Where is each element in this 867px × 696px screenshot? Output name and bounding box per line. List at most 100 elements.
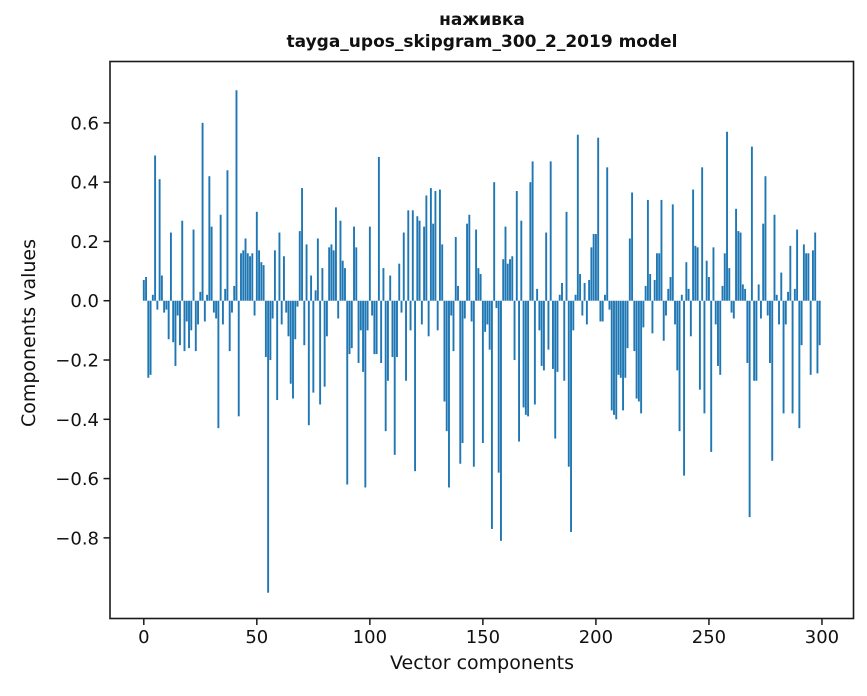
bar bbox=[228, 300, 231, 352]
bar bbox=[479, 274, 482, 301]
bar bbox=[466, 223, 469, 301]
bar bbox=[156, 300, 159, 310]
bar bbox=[197, 300, 199, 325]
bar bbox=[355, 247, 358, 301]
bar bbox=[775, 294, 778, 301]
bar bbox=[604, 294, 606, 301]
bar bbox=[174, 300, 177, 366]
bar bbox=[457, 285, 459, 301]
y-tick-label: −0.8 bbox=[55, 528, 99, 549]
bar bbox=[303, 300, 306, 346]
bar bbox=[224, 288, 227, 301]
bar bbox=[513, 300, 516, 361]
bar bbox=[332, 250, 335, 301]
bar bbox=[233, 285, 236, 301]
bar bbox=[651, 300, 654, 334]
bar bbox=[628, 238, 631, 301]
bar bbox=[778, 300, 780, 325]
bar bbox=[325, 300, 328, 337]
bar bbox=[509, 259, 511, 301]
bar bbox=[665, 300, 667, 316]
bar bbox=[802, 244, 805, 301]
bar bbox=[531, 161, 534, 301]
bar bbox=[719, 300, 722, 375]
bar bbox=[520, 220, 523, 301]
bar bbox=[753, 300, 756, 381]
bar bbox=[314, 290, 317, 301]
bar bbox=[782, 300, 785, 414]
bar bbox=[533, 300, 536, 405]
bar bbox=[617, 300, 620, 375]
bar bbox=[748, 300, 751, 518]
bar bbox=[357, 300, 360, 363]
bar bbox=[192, 229, 195, 301]
bar bbox=[741, 284, 744, 301]
bar bbox=[567, 300, 570, 467]
bar bbox=[416, 216, 419, 301]
bar bbox=[642, 300, 645, 328]
bar bbox=[267, 300, 270, 593]
bar bbox=[669, 277, 672, 301]
bar bbox=[425, 195, 428, 301]
bar bbox=[237, 300, 240, 417]
bar bbox=[226, 170, 229, 301]
bar bbox=[515, 191, 518, 301]
bar bbox=[294, 300, 297, 340]
bar bbox=[784, 300, 787, 325]
bar bbox=[386, 300, 389, 381]
bar bbox=[346, 300, 349, 485]
bar bbox=[703, 300, 706, 414]
bar bbox=[298, 231, 301, 301]
bar bbox=[418, 220, 421, 301]
bar bbox=[253, 300, 256, 316]
bar bbox=[212, 300, 215, 313]
bar bbox=[231, 300, 233, 313]
bar bbox=[527, 300, 530, 417]
bar bbox=[262, 265, 265, 301]
bar bbox=[737, 231, 740, 301]
bar bbox=[176, 300, 179, 316]
bar bbox=[579, 274, 582, 301]
bar bbox=[149, 300, 152, 375]
bar bbox=[459, 300, 462, 464]
bar bbox=[552, 300, 554, 369]
x-axis-label: Vector components bbox=[390, 652, 574, 674]
bar bbox=[423, 226, 426, 301]
bar bbox=[495, 300, 498, 309]
bar bbox=[547, 300, 550, 350]
bar bbox=[278, 232, 281, 301]
bar bbox=[640, 300, 643, 414]
bar bbox=[208, 176, 211, 301]
bar bbox=[481, 300, 484, 444]
bar bbox=[389, 275, 392, 301]
bar bbox=[798, 300, 801, 429]
bar bbox=[705, 260, 708, 301]
bar bbox=[542, 300, 545, 371]
chart-title-word: наживка bbox=[439, 10, 525, 30]
bar bbox=[289, 300, 292, 384]
chart-title-model: tayga_upos_skipgram_300_2_2019 model bbox=[286, 31, 678, 52]
bar bbox=[744, 288, 747, 301]
bar bbox=[658, 253, 661, 301]
bar bbox=[283, 256, 285, 301]
bar bbox=[696, 247, 699, 301]
bar bbox=[461, 300, 464, 444]
bar bbox=[194, 300, 197, 352]
bar bbox=[683, 300, 686, 476]
bar bbox=[334, 207, 337, 301]
x-tick-label: 250 bbox=[692, 627, 726, 648]
bar bbox=[377, 156, 380, 301]
bar bbox=[624, 300, 627, 378]
bar bbox=[581, 300, 584, 316]
bar bbox=[488, 300, 491, 350]
bar bbox=[518, 300, 520, 442]
bar bbox=[273, 250, 276, 301]
y-tick-label: −0.2 bbox=[55, 351, 99, 372]
bar bbox=[472, 300, 475, 467]
bar bbox=[382, 268, 385, 301]
bar bbox=[576, 134, 579, 301]
bar bbox=[319, 300, 322, 405]
bar bbox=[766, 300, 769, 316]
bar bbox=[339, 220, 342, 301]
bar bbox=[608, 300, 611, 310]
